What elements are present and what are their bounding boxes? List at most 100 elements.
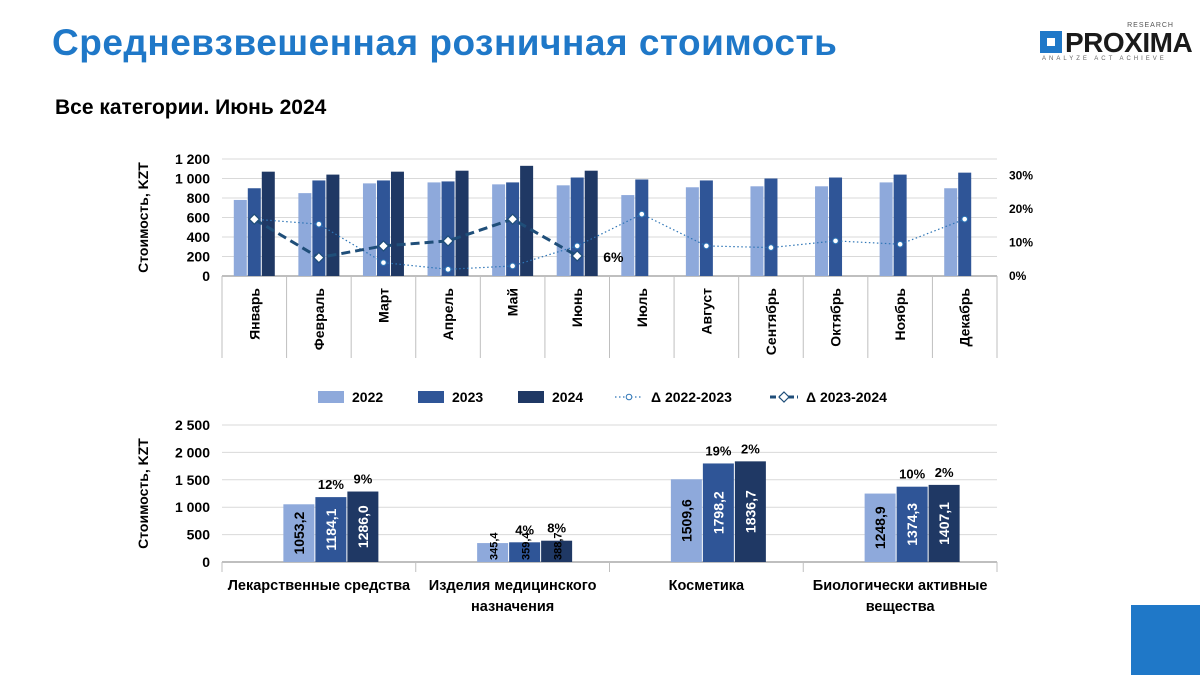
category-label: Биологически активные [813, 578, 988, 594]
bar-value-label: 1509,6 [678, 499, 694, 542]
growth-label: 12% [318, 477, 344, 492]
bar-2024 [347, 491, 379, 562]
legend-swatch-2022 [318, 391, 344, 403]
bar-2023 [699, 180, 713, 276]
bar-value-label: 388,7 [553, 532, 565, 560]
bar-2022 [944, 188, 958, 276]
point-delta-2022-2023 [573, 242, 581, 250]
x-tick-label: Апрель [440, 288, 456, 341]
point-delta-2022-2023 [380, 259, 387, 266]
bar-2022 [492, 184, 506, 276]
point-delta-2022-2023 [896, 240, 904, 248]
bar-2022 [362, 183, 376, 276]
y-tick-label: 2 000 [175, 444, 210, 460]
bar-value-label: 1248,9 [872, 506, 888, 549]
bar-2024 [455, 170, 469, 276]
bar-2022 [685, 187, 699, 276]
bar-2024 [520, 165, 534, 276]
legend-label: Δ 2023-2024 [806, 389, 887, 405]
bar-2022 [298, 193, 312, 276]
proxima-logo: PROXIMA RESEARCH ANALYZE ACT ACHIEVE [1040, 22, 1193, 66]
legend-marker-diamond [778, 391, 790, 403]
point-delta-2023-2024 [506, 213, 519, 226]
y-tick-label: 400 [187, 229, 211, 245]
bar-2022 [815, 186, 829, 276]
line-delta-2023-2024 [253, 217, 578, 260]
bar-2022 [427, 182, 441, 276]
y-tick-label: 1 000 [175, 499, 210, 515]
growth-label: 9% [353, 472, 372, 487]
bar-2023 [376, 180, 390, 276]
bar-2023 [896, 486, 928, 562]
point-delta-2022-2023 [961, 215, 969, 223]
bar-2022 [556, 185, 570, 276]
y-tick-label: 1 000 [175, 171, 210, 187]
bar-2024 [541, 540, 573, 562]
bar-2023 [312, 180, 326, 276]
point-delta-2022-2023 [444, 266, 452, 273]
annotation-label: 6% [603, 249, 624, 265]
bar-value-label: 1836,7 [742, 490, 758, 533]
legend-label: 2022 [352, 389, 383, 405]
category-label: вещества [866, 599, 936, 615]
bar-2024 [326, 174, 340, 276]
logo-research: RESEARCH [1127, 22, 1174, 29]
y-axis-label: Стоимость, KZT [135, 162, 151, 273]
bar-value-label: 1407,1 [936, 502, 952, 545]
category-label: Косметика [669, 578, 745, 594]
point-delta-2023-2024 [377, 240, 390, 252]
legend-swatch-2024 [518, 391, 544, 403]
bar-2022 [621, 195, 635, 276]
bar-2023 [893, 174, 907, 276]
y-tick-label: 0 [202, 554, 210, 570]
x-tick-label: Июнь [569, 288, 585, 327]
x-tick-label: Февраль [311, 288, 327, 351]
y-tick-label: 1 200 [175, 151, 210, 167]
growth-label: 8% [547, 521, 566, 536]
bar-value-label: 1286,0 [355, 505, 371, 548]
point-delta-2022-2023 [767, 244, 775, 251]
chart-legend: 2022 2023 2024 Δ 2022-2023 Δ 2023-2024 [318, 389, 887, 405]
bar-2023 [509, 542, 541, 562]
x-tick-label: Сентябрь [763, 288, 779, 356]
point-delta-2022-2023 [703, 242, 710, 250]
x-tick-label: Декабрь [957, 288, 973, 347]
bar-2022 [750, 186, 764, 276]
y-tick-label: 200 [187, 249, 211, 265]
bar-2024 [584, 170, 598, 276]
category-chart: 0 500 1 000 1 500 2 000 2 500 Стоимость, KZT 10… [135, 417, 998, 615]
bar-value-label: 1798,2 [710, 491, 726, 534]
bar-2024 [261, 171, 275, 276]
growth-label: 2% [741, 441, 760, 456]
y-tick-label: 500 [187, 527, 211, 543]
growth-label: 10% [899, 467, 925, 482]
logo-tagline: ANALYZE ACT ACHIEVE [1042, 56, 1167, 62]
category-label: Изделия медицинского [429, 578, 597, 594]
point-delta-2023-2024 [442, 235, 454, 247]
bar-2023 [635, 179, 649, 276]
bar-2023 [570, 177, 584, 276]
bar-value-label: 1374,3 [904, 503, 920, 546]
growth-label: 2% [935, 465, 954, 480]
point-delta-2022-2023 [638, 210, 646, 218]
point-delta-2022-2023 [315, 220, 323, 228]
category-label: назначения [471, 599, 554, 615]
x-tick-label: Январь [246, 288, 262, 340]
y2-tick-label: 10% [1009, 236, 1033, 250]
bar-2023 [315, 497, 347, 562]
bar-2023 [506, 182, 520, 276]
bar-2022 [233, 199, 247, 276]
corner-accent [1131, 605, 1200, 675]
y-tick-label: 800 [187, 190, 211, 206]
bar-2023 [764, 178, 778, 276]
x-tick-label: Ноябрь [892, 288, 908, 341]
growth-label: 4% [515, 522, 534, 537]
bar-2023 [702, 463, 734, 562]
bar-2024 [928, 484, 960, 562]
legend-swatch-2023 [418, 391, 444, 403]
bar-2022 [283, 504, 315, 562]
page-subtitle: Все категории. Июнь 2024 [55, 96, 327, 119]
bar-value-label: 345,4 [489, 532, 501, 560]
bar-2024 [390, 171, 404, 276]
y2-tick-label: 20% [1009, 202, 1033, 216]
